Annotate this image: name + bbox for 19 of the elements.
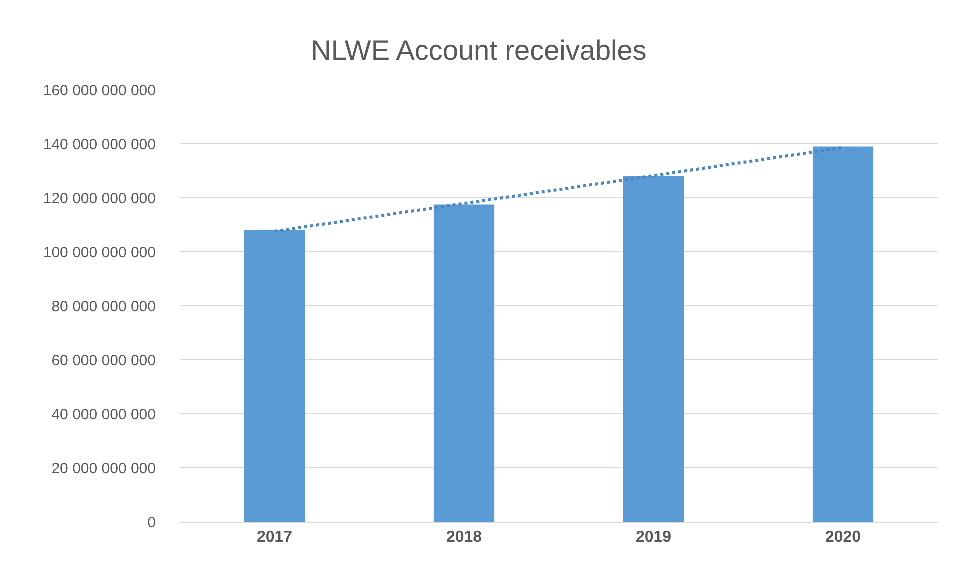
y-tick-label: 100 000 000 000 (43, 244, 156, 262)
y-tick-label: 80 000 000 000 (52, 298, 156, 316)
x-tick-label: 2019 (636, 529, 672, 546)
y-tick-label: 40 000 000 000 (52, 406, 156, 424)
bar (812, 146, 874, 522)
x-tick-label: 2020 (825, 529, 862, 546)
x-tick-label: 2018 (446, 529, 482, 546)
bar (434, 204, 495, 522)
y-tick-label: 120 000 000 000 (43, 190, 156, 208)
y-tick-label: 0 (148, 514, 156, 532)
line-series (273, 146, 845, 233)
y-tick-label: 60 000 000 000 (52, 352, 156, 370)
x-tick-label: 2017 (256, 529, 293, 546)
chart-title: NLWE Account receivables (311, 34, 647, 66)
y-tick-label: 160 000 000 000 (43, 82, 156, 100)
y-tick-label: 140 000 000 000 (43, 136, 156, 154)
bar (623, 176, 684, 522)
bar (244, 230, 306, 522)
y-tick-label: 20 000 000 000 (52, 460, 156, 478)
